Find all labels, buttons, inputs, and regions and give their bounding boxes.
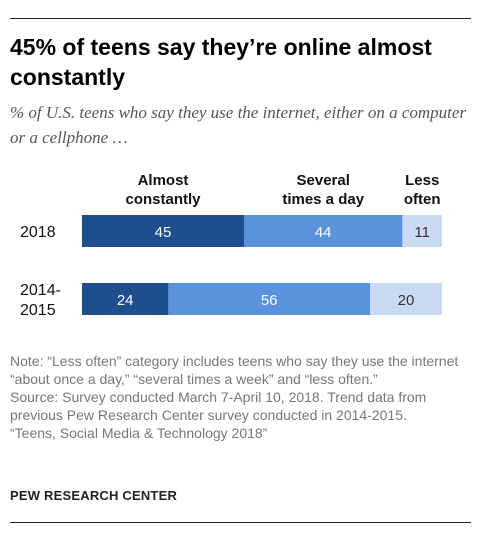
bar-segment-0-1: [244, 215, 403, 247]
bar-segment-0-2: [402, 215, 442, 247]
stacked-bar-chart: Almost constantly Several times a day Less of…: [20, 172, 442, 319]
notes: Note: “Less often” category includes tee…: [10, 352, 475, 442]
bar-segment-0-0: [82, 215, 244, 247]
data-label-0-2: 11: [414, 224, 430, 241]
data-label-1-0: 24: [117, 292, 134, 309]
chart-title: 45% of teens say they’re online almost c…: [10, 34, 432, 90]
credit: PEW RESEARCH CENTER: [10, 488, 178, 503]
legend-label-2: Less often: [404, 172, 441, 208]
legend-label-0: Almost constantly: [125, 172, 201, 208]
data-label-0-0: 45: [155, 224, 172, 241]
data-label-1-1: 56: [261, 292, 278, 309]
data-label-0-1: 44: [315, 224, 332, 241]
category-label-1: 2014-2015: [20, 282, 61, 319]
legend-label-1: Several times a day: [282, 172, 364, 208]
chart-subtitle: % of U.S. teens who say they use the int…: [10, 103, 467, 147]
top-rule: [10, 18, 471, 19]
source-text: Source: Survey conducted March 7-April 1…: [10, 389, 427, 423]
bar-segment-1-2: [370, 283, 442, 315]
note-text: Note: “Less often” category includes tee…: [10, 353, 459, 387]
report-title: “Teens, Social Media & Technology 2018”: [10, 425, 268, 441]
data-label-1-2: 20: [398, 292, 415, 309]
category-label-0: 2018: [20, 224, 56, 241]
bottom-rule: [10, 522, 471, 523]
bar-segment-1-1: [168, 283, 370, 315]
bar-segment-1-0: [82, 283, 169, 315]
